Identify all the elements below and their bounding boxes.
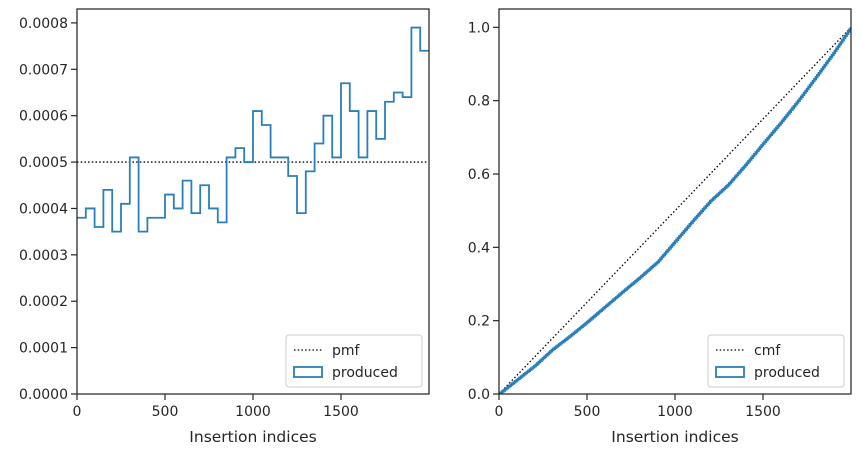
legend-box xyxy=(707,334,845,388)
legend: cmf produced xyxy=(707,334,845,388)
x-tick-label: 0 xyxy=(73,404,82,420)
legend-label-produced: produced xyxy=(754,365,820,381)
series-line-produced xyxy=(77,26,429,233)
x-tick-label: 500 xyxy=(574,404,601,420)
legend-label-cmf: cmf xyxy=(754,343,781,359)
x-tick-label: 500 xyxy=(152,404,179,420)
y-tick-label: 0.0000 xyxy=(19,387,68,403)
y-tick-label: 0.0008 xyxy=(19,16,68,32)
y-tick-label: 0.0004 xyxy=(19,201,68,217)
legend-swatch-produced xyxy=(715,366,745,378)
y-tick-label: 0.0003 xyxy=(19,248,68,264)
x-axis-label: Insertion indices xyxy=(611,428,738,446)
pmf-panel: 0 500 1000 1500 0.0000 0.0001 0.0002 0.0003 0.00… xyxy=(19,8,430,446)
x-tick-label: 1000 xyxy=(657,404,693,420)
legend: pmf produced xyxy=(285,334,423,388)
y-tick-label: 0.0001 xyxy=(19,341,68,357)
x-tick-label: 1000 xyxy=(235,404,271,420)
y-tick-label: 1.0 xyxy=(468,20,490,36)
y-tick-label: 0.2 xyxy=(468,314,490,330)
y-tick-label: 0.0006 xyxy=(19,109,68,125)
legend-swatch-produced xyxy=(293,366,323,378)
y-tick-label: 0.0007 xyxy=(19,62,68,78)
legend-label-pmf: pmf xyxy=(332,343,361,359)
y-tick-label: 0.4 xyxy=(468,240,490,256)
x-tick-label: 1500 xyxy=(323,404,359,420)
y-tick-label: 0.6 xyxy=(468,167,490,183)
x-axis-label: Insertion indices xyxy=(189,428,316,446)
y-tick-label: 0.0005 xyxy=(19,155,68,171)
legend-label-produced: produced xyxy=(332,365,398,381)
y-tick-label: 0.0 xyxy=(468,387,490,403)
legend-box xyxy=(285,334,423,388)
plot-area xyxy=(77,26,429,233)
y-tick-label: 0.8 xyxy=(468,94,490,110)
x-tick-label: 0 xyxy=(495,404,504,420)
x-tick-label: 1500 xyxy=(745,404,781,420)
cmf-panel: 0 500 1000 1500 0.0 0.2 0.4 0.6 0.8 1.0 Insertion … xyxy=(468,8,852,446)
series-line-produced xyxy=(499,27,851,394)
y-tick-label: 0.0002 xyxy=(19,294,68,310)
plot-area xyxy=(499,26,851,394)
